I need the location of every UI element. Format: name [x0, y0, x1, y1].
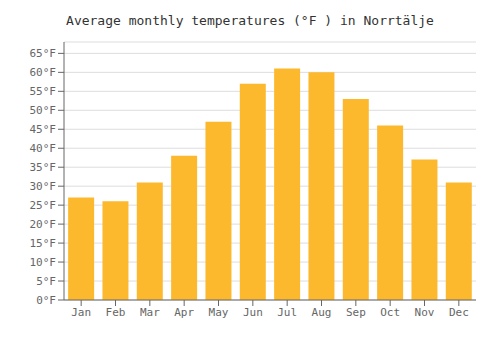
- svg-text:Feb: Feb: [106, 306, 126, 319]
- svg-text:Aug: Aug: [312, 306, 332, 319]
- svg-text:30°F: 30°F: [30, 180, 57, 193]
- svg-text:55°F: 55°F: [30, 85, 57, 98]
- svg-text:Jul: Jul: [277, 306, 297, 319]
- svg-text:15°F: 15°F: [30, 237, 57, 250]
- svg-text:Apr: Apr: [174, 306, 194, 319]
- svg-text:0°F: 0°F: [36, 294, 56, 307]
- svg-text:Jun: Jun: [243, 306, 263, 319]
- svg-text:50°F: 50°F: [30, 104, 57, 117]
- svg-text:May: May: [209, 306, 229, 319]
- svg-text:Oct: Oct: [380, 306, 400, 319]
- svg-text:25°F: 25°F: [30, 199, 57, 212]
- html-text:Average monthly temperatures (: Average monthly temperatures (°F ) in No…: [66, 13, 434, 28]
- svg-text:Nov: Nov: [415, 306, 435, 319]
- svg-text:60°F: 60°F: [30, 66, 57, 79]
- svg-text:5°F: 5°F: [36, 275, 56, 288]
- svg-text:Sep: Sep: [346, 306, 366, 319]
- svg-text:65°F: 65°F: [30, 47, 57, 60]
- svg-text:20°F: 20°F: [30, 218, 57, 231]
- svg-text:35°F: 35°F: [30, 161, 57, 174]
- svg-text:40°F: 40°F: [30, 142, 57, 155]
- svg-text:45°F: 45°F: [30, 123, 57, 136]
- svg-text:10°F: 10°F: [30, 256, 57, 269]
- svg-text:Dec: Dec: [449, 306, 469, 319]
- svg-text:Mar: Mar: [140, 306, 160, 319]
- svg-text:Jan: Jan: [71, 306, 91, 319]
